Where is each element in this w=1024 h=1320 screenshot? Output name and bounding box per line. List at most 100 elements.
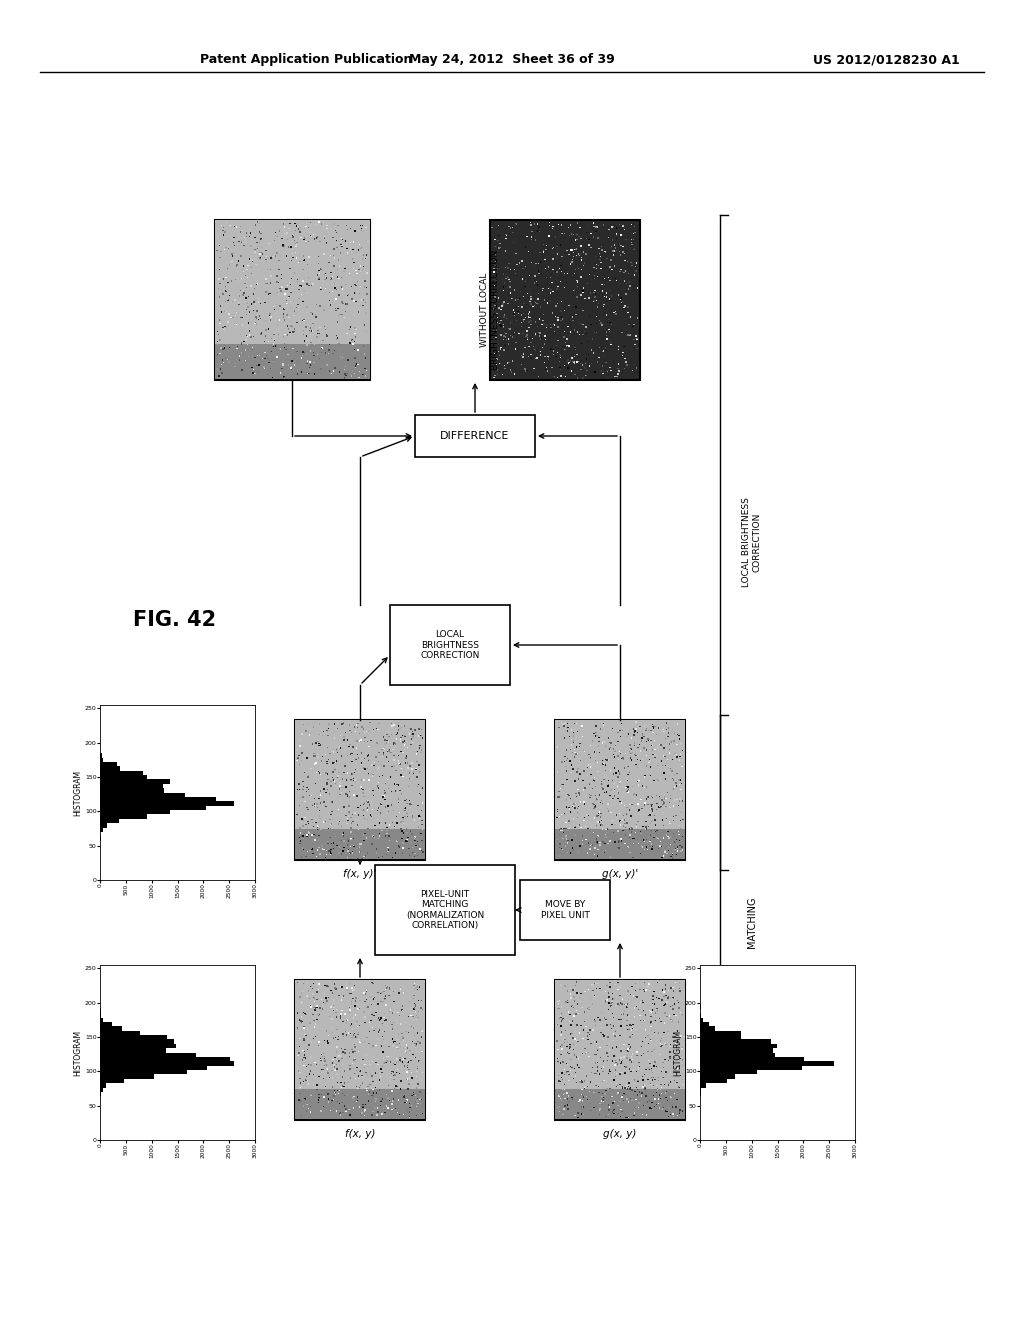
Point (334, 977, 350, 998)
Point (382, 999, 398, 1020)
Point (621, 1076, 637, 1097)
Point (303, 804, 319, 825)
Point (672, 750, 688, 771)
Point (263, 265, 280, 286)
Point (587, 322, 603, 343)
Point (675, 840, 691, 861)
Point (334, 713, 350, 734)
Point (292, 1078, 308, 1100)
Point (620, 771, 636, 792)
Point (302, 723, 318, 744)
Point (629, 329, 645, 350)
Point (237, 339, 253, 360)
Point (556, 300, 572, 321)
Point (299, 747, 315, 768)
Point (399, 1052, 416, 1073)
Point (598, 981, 614, 1002)
Point (563, 987, 580, 1008)
Point (296, 1015, 312, 1036)
Point (657, 1032, 674, 1053)
Point (499, 329, 515, 350)
Point (585, 793, 601, 814)
Point (399, 822, 416, 843)
Point (552, 359, 568, 380)
Point (279, 246, 295, 267)
Point (284, 351, 300, 372)
Point (409, 1096, 425, 1117)
Point (356, 1105, 373, 1126)
Point (299, 334, 315, 355)
Point (211, 234, 227, 255)
Point (371, 812, 387, 833)
Point (337, 293, 353, 314)
Point (382, 767, 398, 788)
Point (500, 318, 516, 339)
Point (577, 777, 593, 799)
Point (317, 810, 334, 832)
Point (245, 249, 261, 271)
Point (650, 1071, 667, 1092)
Point (399, 752, 416, 774)
Point (488, 306, 505, 327)
Point (643, 1060, 659, 1081)
Point (376, 991, 392, 1012)
Point (584, 820, 600, 841)
Point (356, 808, 373, 829)
Point (539, 292, 555, 313)
Point (669, 789, 685, 810)
Point (269, 226, 286, 247)
Point (381, 1036, 397, 1057)
Point (623, 983, 639, 1005)
Point (376, 755, 392, 776)
Point (624, 232, 640, 253)
Point (303, 226, 319, 247)
Point (511, 252, 527, 273)
Point (319, 322, 336, 343)
Point (309, 840, 326, 861)
Point (222, 242, 239, 263)
Point (377, 1032, 393, 1053)
Point (567, 743, 584, 764)
Point (329, 1092, 345, 1113)
Point (305, 843, 322, 865)
Point (373, 1090, 389, 1111)
Point (596, 268, 612, 289)
Point (355, 236, 372, 257)
Point (595, 1086, 611, 1107)
Point (398, 1092, 415, 1113)
Point (565, 1034, 582, 1055)
Point (595, 714, 611, 735)
Point (395, 1105, 412, 1126)
Point (521, 312, 538, 333)
Point (588, 832, 604, 853)
Point (596, 273, 612, 294)
Point (348, 318, 365, 339)
Point (303, 331, 319, 352)
Point (590, 1007, 606, 1028)
Point (339, 1084, 355, 1105)
Point (523, 230, 540, 251)
Point (232, 323, 249, 345)
Point (366, 787, 382, 808)
Point (404, 1006, 421, 1027)
Point (337, 1060, 353, 1081)
Point (589, 1063, 605, 1084)
Point (588, 739, 604, 760)
Point (379, 768, 395, 789)
Point (631, 800, 647, 821)
Point (414, 830, 430, 851)
Point (534, 314, 550, 335)
Point (377, 783, 393, 804)
Point (327, 1056, 343, 1077)
Point (590, 762, 606, 783)
Point (600, 818, 616, 840)
Point (370, 1102, 386, 1123)
Point (368, 746, 384, 767)
Point (622, 1026, 638, 1047)
Point (502, 259, 518, 280)
Point (218, 317, 234, 338)
Point (650, 1088, 667, 1109)
Point (613, 995, 630, 1016)
Point (233, 334, 250, 355)
Point (334, 1067, 350, 1088)
